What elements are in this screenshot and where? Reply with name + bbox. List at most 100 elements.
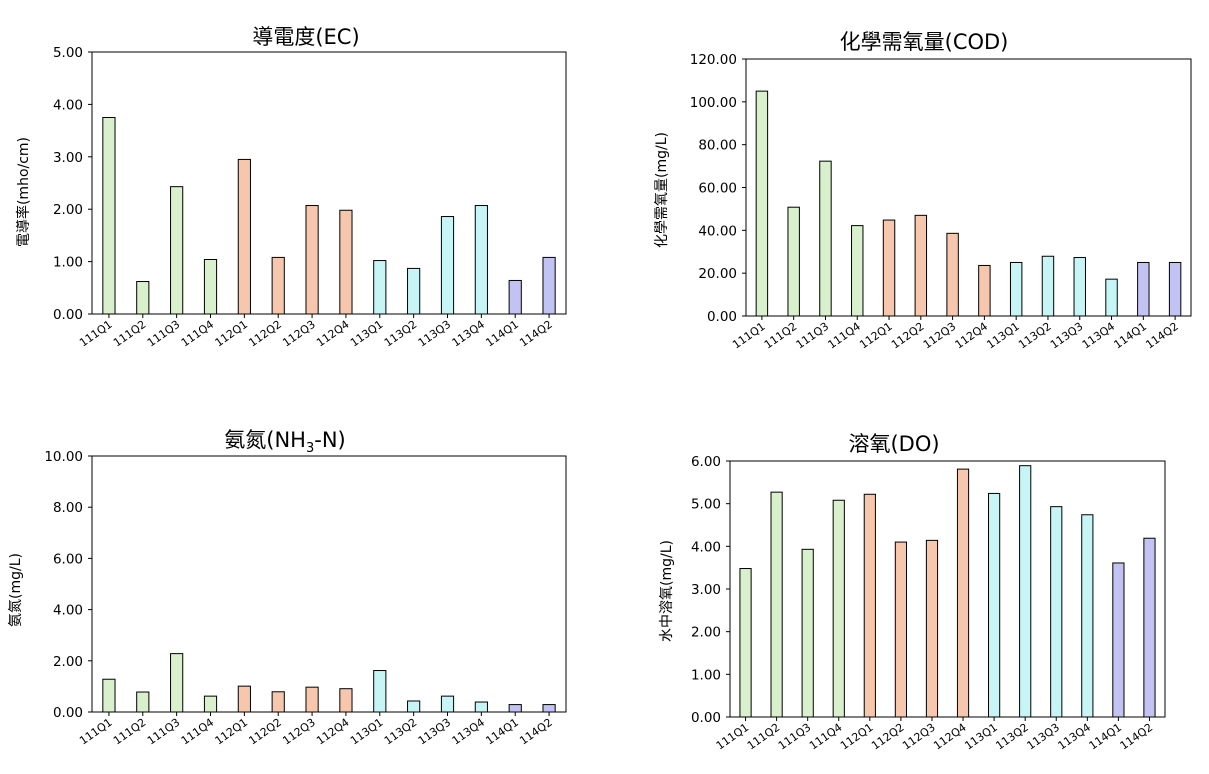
chart-nh3n-ytick-label: 6.00 [53,551,83,567]
chart-do-bar-111Q2 [770,491,783,718]
chart-nh3n-xtick-label: 111Q3 [145,716,182,748]
chart-do-plot-area [729,460,1166,718]
chart-do-bar-112Q1 [863,493,876,718]
chart-nh3n-bar-112Q1 [237,685,251,713]
chart-ec-xticks: 111Q1111Q2111Q3111Q4112Q1112Q2112Q3112Q4… [77,314,555,349]
chart-ec-yticks: 0.00 1.00 2.00 3.00 4.00 5.00 [53,45,92,323]
chart-do-bar-112Q2 [894,541,907,718]
chart-ec-bars [102,117,556,315]
chart-cod-ytick-label: 0.00 [707,309,737,325]
chart-ec-bar-111Q1 [102,117,116,315]
chart-do-xtick-label: 112Q2 [869,721,906,753]
chart-nh3n-xtick-label: 113Q2 [382,716,419,748]
chart-cod-bar-113Q2 [1041,255,1055,317]
chart-cod-ytick-label: 120.00 [690,52,737,68]
chart-nh3n-yticks: 0.00 2.00 4.00 6.00 8.00 10.00 [44,449,92,721]
chart-cod-bar-114Q1 [1137,261,1150,317]
chart-nh3n-bar-111Q2 [136,691,150,713]
chart-nh3n-ytick-label: 2.00 [53,654,83,670]
chart-ec-bar-113Q4 [474,205,488,315]
chart-cod-ylabel: 化學需氧量(mg/L) [654,132,670,248]
chart-ec-xtick-label: 112Q1 [213,318,250,350]
chart-nh3n-title: 氨氮(NH3-N) [224,428,345,456]
chart-do-xtick-label: 114Q1 [1087,721,1124,753]
chart-ec-plot-area [91,51,567,315]
chart-nh3n-bar-114Q2 [542,704,556,713]
chart-ec-bar-112Q3 [305,205,319,315]
chart-ec-bar-111Q2 [136,281,150,315]
chart-nh3n-xtick-label: 111Q2 [111,716,148,748]
chart-nh3n-xtick-label: 112Q1 [213,716,250,748]
chart-nh3n-bars [102,653,556,713]
chart-cod-xtick-label: 113Q4 [1080,320,1117,352]
chart-cod-bar-112Q3 [946,232,959,317]
chart-nh3n-xtick-label: 112Q3 [280,716,317,748]
chart-nh3n-xtick-label: 113Q3 [416,716,453,748]
chart-nh3n-xtick-label: 113Q1 [348,716,385,748]
chart-ec-bar-111Q3 [170,186,184,315]
chart-nh3n-bar-111Q4 [203,695,218,713]
chart-do-xticks: 111Q1111Q2111Q3111Q4112Q1112Q2112Q3112Q4… [714,717,1155,752]
chart-cod-xtick-label: 113Q1 [984,320,1021,352]
chart-ec: 導電度(EC) 電導率(mho/cm) 0.00 1.00 2.00 3.00 4.00… [15,25,567,349]
chart-do-xtick-label: 112Q3 [900,721,937,753]
chart-cod-xtick-label: 112Q3 [921,320,958,352]
chart-cod-yticks: 0.00 20.00 40.00 60.00 80.00 100.00 120.00 [690,52,746,325]
chart-nh3n-xtick-label: 114Q2 [517,716,554,748]
chart-cod-xtick-label: 112Q1 [857,320,894,352]
chart-nh3n-xtick-label: 112Q2 [246,716,283,748]
chart-ec-xtick-label: 112Q2 [246,318,283,350]
chart-do-bar-113Q3 [1050,506,1063,718]
chart-cod-xtick-label: 111Q2 [762,320,799,352]
chart-cod-bars [755,90,1182,317]
chart-do-xtick-label: 113Q4 [1056,721,1093,753]
chart-nh3n-xtick-label: 114Q1 [483,716,520,748]
chart-nh3n-ytick-label: 10.00 [44,449,83,465]
chart-do-ytick-label: 1.00 [691,667,721,683]
chart-do-ytick-label: 5.00 [691,497,721,513]
chart-do-ytick-label: 3.00 [691,582,721,598]
chart-cod-ytick-label: 100.00 [690,95,737,111]
chart-cod-bar-113Q3 [1073,257,1086,317]
chart-cod-xtick-label: 111Q4 [825,320,862,352]
chart-ec-bar-114Q2 [542,256,556,315]
chart-cod-bar-113Q4 [1105,278,1118,317]
chart-do-bar-113Q1 [988,492,1001,718]
chart-do-bar-113Q2 [1019,465,1032,718]
chart-ec-xtick-label: 113Q1 [348,318,385,350]
chart-cod-bar-112Q1 [882,219,896,317]
chart-nh3n-bar-113Q1 [373,670,387,713]
chart-do-xtick-label: 111Q3 [776,721,813,753]
chart-nh3n-xticks: 111Q1111Q2111Q3111Q4112Q1112Q2112Q3112Q4… [77,712,555,747]
chart-do-xtick-label: 113Q1 [962,721,999,753]
chart-cod-xtick-label: 114Q1 [1112,320,1149,352]
chart-cod-xtick-label: 111Q3 [794,320,831,352]
chart-nh3n-xtick-label: 112Q4 [314,716,351,748]
chart-ec-ytick-label: 3.00 [53,150,83,166]
chart-do-bar-111Q4 [832,499,845,718]
chart-cod-bar-111Q3 [819,160,832,317]
chart-cod-title: 化學需氧量(COD) [840,30,1009,54]
chart-ec-xtick-label: 111Q3 [145,318,182,350]
chart-nh3n-bar-112Q3 [305,686,319,713]
chart-do-yticks: 0.00 1.00 2.00 3.00 4.00 5.00 6.00 [691,454,730,726]
chart-nh3n-bar-113Q3 [440,695,455,713]
chart-cod-bar-112Q4 [978,264,991,317]
chart-ec-ytick-label: 5.00 [53,45,83,61]
chart-do-bar-114Q2 [1143,537,1156,718]
chart-do-xtick-label: 111Q2 [745,721,782,753]
chart-ec-xtick-label: 114Q2 [517,318,554,350]
chart-do-title: 溶氧(DO) [848,432,939,456]
chart-cod-bar-113Q1 [1009,261,1023,317]
chart-ec-bar-112Q2 [271,256,285,315]
chart-ec-ytick-label: 0.00 [53,307,83,323]
chart-cod-bar-114Q2 [1168,261,1182,317]
chart-do: 溶氧(DO) 水中溶氧(mg/L) 0.00 1.00 2.00 3.00 4.00 5.… [659,432,1166,752]
chart-nh3n-bar-114Q1 [508,704,522,713]
chart-nh3n-ylabel: 氨氮(mg/L) [8,553,24,627]
chart-ec-bar-113Q3 [440,216,455,315]
chart-cod-xtick-label: 114Q2 [1143,320,1180,352]
chart-do-xtick-label: 113Q3 [1024,721,1061,753]
chart-cod-ytick-label: 20.00 [698,266,737,282]
